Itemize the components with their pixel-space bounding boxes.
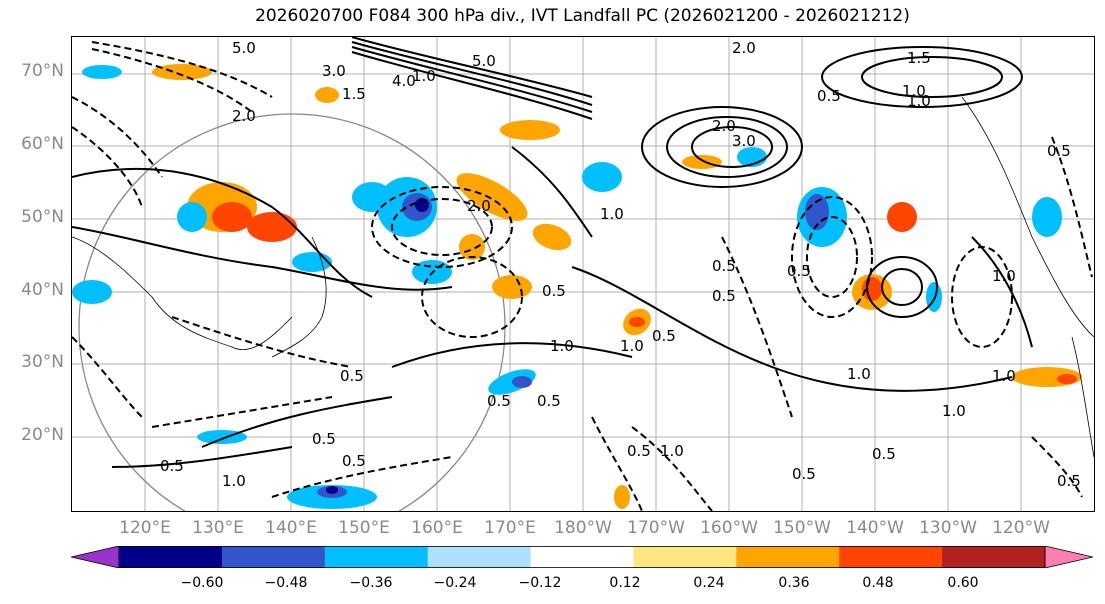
map-canvas [72, 37, 1094, 511]
lon-label: 160°W [700, 518, 758, 538]
colorbar-tick-label: 0.12 [609, 575, 641, 591]
contour-label: 0.5 [342, 452, 366, 470]
lon-label: 120°E [119, 518, 171, 538]
contour-label: 1.0 [992, 367, 1016, 385]
contour-label: 0.5 [712, 257, 736, 275]
contours-negative [72, 41, 1093, 511]
contour-label: 0.5 [872, 445, 896, 463]
contour-label: 1.0 [992, 267, 1016, 285]
contour-label: 1.0 [902, 82, 926, 100]
colorbar [71, 546, 1093, 568]
contour-label: 1.0 [550, 337, 574, 355]
lon-label: 150°W [773, 518, 831, 538]
colorbar-tick-label: 0.24 [693, 575, 725, 591]
contour-label: 0.5 [340, 367, 364, 385]
contour-label: 2.0 [732, 39, 756, 57]
contour-label: 4.0 [392, 72, 416, 90]
contour-label: 0.5 [712, 287, 736, 305]
colorbar-segment [427, 546, 532, 568]
colorbar-segment [119, 546, 223, 568]
lat-label: 70°N [21, 61, 64, 81]
contour-label: 2.0 [467, 197, 491, 215]
lat-label: 30°N [21, 352, 64, 372]
contour-label: 1.0 [942, 402, 966, 420]
contour-label: 0.5 [537, 392, 561, 410]
colorbar-tick-label: −0.60 [180, 575, 224, 591]
lon-label: 130°W [919, 518, 977, 538]
colorbar-segment [324, 546, 429, 568]
colorbar-tick-label: −0.12 [518, 575, 562, 591]
colorbar-extend-high [1044, 546, 1093, 568]
contour-label: 0.5 [312, 430, 336, 448]
colorbar-tick-label: 0.60 [947, 575, 979, 591]
colorbar-tick-label: −0.24 [433, 575, 477, 591]
contour-label: 1.5 [342, 85, 366, 103]
contour-label: 2.0 [232, 107, 256, 125]
contour-label: 5.0 [232, 39, 256, 57]
lon-label: 140°W [846, 518, 904, 538]
contour-label: 3.0 [322, 62, 346, 80]
contour-label: 0.5 [1047, 142, 1071, 160]
lat-label: 20°N [21, 425, 64, 445]
lat-label: 50°N [21, 207, 64, 227]
contour-label: 0.5 [627, 442, 651, 460]
contour-label: 1.0 [222, 472, 246, 490]
contours-positive [72, 37, 1033, 468]
contour-label: 1.0 [907, 92, 931, 110]
colorbar-segment [221, 546, 326, 568]
lon-label: 180°W [554, 518, 612, 538]
lon-label: 150°E [338, 518, 390, 538]
lat-label: 40°N [21, 280, 64, 300]
colorbar-segment [839, 546, 943, 568]
colorbar-tick-label: −0.48 [264, 575, 308, 591]
contour-label: 0.5 [652, 327, 676, 345]
contour-label: 0.5 [542, 282, 566, 300]
contour-label: 0.5 [1057, 472, 1081, 490]
contour-label: 3.0 [732, 132, 756, 150]
contour-label: 1.0 [412, 67, 436, 85]
contour-label: 0.5 [787, 262, 811, 280]
lon-label: 130°E [192, 518, 244, 538]
contour-label: 1.0 [847, 365, 871, 383]
contour-label: 1.0 [620, 337, 644, 355]
contour-label: 1.0 [600, 205, 624, 223]
colorbar-segment [530, 546, 634, 568]
lon-label: 120°W [992, 518, 1050, 538]
contour-label: 0.5 [487, 392, 511, 410]
colorbar-extend-low [71, 546, 120, 568]
contour-label: 0.5 [792, 465, 816, 483]
lon-label: 140°E [265, 518, 317, 538]
contour-label: 0.5 [160, 457, 184, 475]
lon-label: 160°E [411, 518, 463, 538]
divergence-shading [72, 64, 1082, 509]
contour-label: 1.0 [660, 442, 684, 460]
coastlines [72, 96, 1094, 458]
map-title: 2026020700 F084 300 hPa div., IVT Landfa… [255, 6, 910, 26]
map-panel: 5.0 3.0 4.0 5.0 2.0 1.5 2.0 1.0 0.5 1.0 … [71, 36, 1095, 512]
lat-label: 60°N [21, 134, 64, 154]
colorbar-segment [736, 546, 840, 568]
contour-label: 2.0 [712, 117, 736, 135]
lon-label: 170°W [627, 518, 685, 538]
contour-label: 0.5 [817, 87, 841, 105]
colorbar-tick-label: 0.36 [778, 575, 810, 591]
colorbar-outline [118, 546, 1046, 568]
colorbar-segment [633, 546, 737, 568]
colorbar-tick-label: 0.48 [862, 575, 894, 591]
colorbar-segment [942, 546, 1046, 568]
lon-label: 170°E [484, 518, 536, 538]
colorbar-tick-label: −0.36 [349, 575, 393, 591]
contour-label: 5.0 [472, 52, 496, 70]
contour-label: 1.5 [907, 49, 931, 67]
